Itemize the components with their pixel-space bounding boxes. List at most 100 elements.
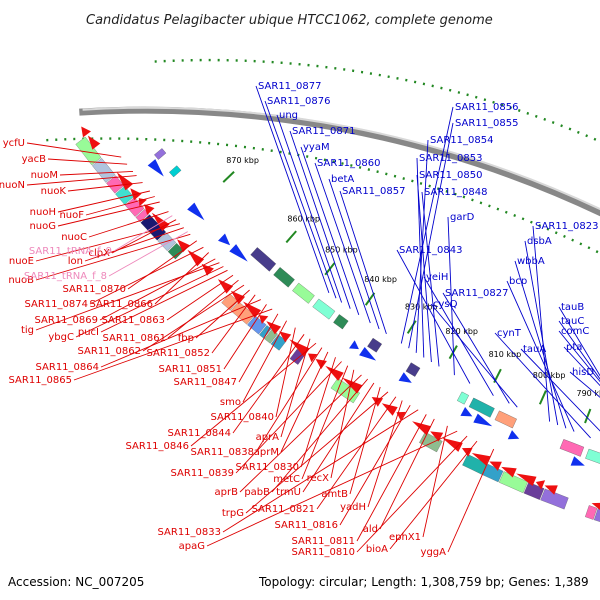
forward-gene-leader bbox=[300, 146, 360, 316]
forward-cog-block bbox=[468, 397, 495, 418]
reverse-gene-leader bbox=[142, 284, 245, 352]
reverse-gene-label: aprB bbox=[215, 487, 239, 498]
reverse-gene-leader bbox=[84, 227, 184, 262]
forward-gene-leader bbox=[430, 303, 518, 408]
reverse-gene-label: SAR11_0838 bbox=[191, 447, 255, 458]
tick-label: 870 kbp bbox=[226, 156, 259, 165]
reverse-gene-leader bbox=[89, 246, 204, 305]
forward-gene-label: ung bbox=[279, 110, 298, 121]
reverse-gene-leader bbox=[85, 196, 155, 216]
forward-gene-leader bbox=[421, 191, 440, 367]
reverse-gene-label: yggA bbox=[421, 547, 447, 558]
forward-gene-label: SAR11_0871 bbox=[292, 126, 356, 137]
reverse-gene-leader bbox=[245, 391, 389, 514]
reverse-gene-leader bbox=[300, 357, 336, 468]
rna-gene-label: SAR11_tRNA_f_8 bbox=[24, 271, 107, 282]
accession-text: Accession: NC_007205 bbox=[8, 575, 144, 589]
reverse-gene-leader bbox=[206, 430, 458, 547]
tick-label: 830 kbp bbox=[405, 302, 438, 311]
forward-gene-arrow bbox=[460, 407, 473, 417]
forward-gene-label: hisD bbox=[572, 367, 594, 378]
forward-cog-block bbox=[169, 165, 182, 178]
forward-gene-label: SAR11_0848 bbox=[424, 187, 488, 198]
label-leader-lines bbox=[26, 85, 600, 553]
rna-gene-leader bbox=[113, 215, 173, 252]
reverse-gene-label: pabB bbox=[244, 487, 270, 498]
cog-block bbox=[157, 232, 177, 252]
reverse-gene-arrow bbox=[371, 397, 384, 407]
reverse-gene-leader bbox=[447, 448, 495, 553]
position-ticks: 870 kbp 860 kbp 850 kbp 840 kbp 830 kbp 820 k… bbox=[39, 58, 600, 424]
reverse-gene-leader bbox=[154, 252, 210, 305]
forward-cog-block bbox=[292, 282, 315, 304]
reverse-gene-label: SAR11_0816 bbox=[275, 520, 339, 531]
forward-gene-leader bbox=[328, 178, 380, 330]
forward-gene-arrow bbox=[359, 347, 377, 361]
reverse-gene-arrow bbox=[259, 315, 269, 324]
reverse-gene-arrow bbox=[430, 431, 444, 442]
reverse-gene-arrow bbox=[279, 331, 292, 343]
reverse-gene-leader bbox=[100, 269, 228, 333]
reverse-gene-leader bbox=[35, 262, 220, 331]
reverse-gene-label: SAR11_0870 bbox=[63, 284, 127, 295]
forward-gene-arrow bbox=[570, 456, 585, 466]
rna-gene-label: SAR11_tRNA_f_9 bbox=[29, 246, 112, 257]
forward-gene-label: SAR11_0860 bbox=[317, 158, 381, 169]
reverse-gene-label: nuoN bbox=[0, 180, 25, 191]
forward-gene-arrow bbox=[398, 372, 412, 383]
reverse-gene-label: recX bbox=[307, 473, 330, 484]
forward-gene-arrow bbox=[349, 340, 359, 350]
reverse-gene-leader bbox=[88, 211, 169, 238]
reverse-gene-label: smo bbox=[220, 397, 241, 408]
tick-mark bbox=[285, 230, 297, 244]
reverse-gene-leader bbox=[235, 361, 342, 474]
reverse-gene-label: fbp bbox=[178, 333, 194, 344]
forward-gene-label: SAR11_0827 bbox=[445, 288, 509, 299]
forward-gene-arrow bbox=[229, 244, 248, 262]
forward-gene-leader bbox=[506, 280, 575, 432]
reverse-gene-label: SAR11_0862 bbox=[78, 346, 142, 357]
reverse-gene-label: ycfU bbox=[3, 138, 25, 149]
forward-cog-block bbox=[333, 314, 349, 330]
reverse-gene-label: nuoF bbox=[59, 210, 84, 221]
forward-gene-leader bbox=[569, 371, 600, 398]
reverse-gene-arrow bbox=[489, 461, 502, 471]
reverse-gene-arrow bbox=[381, 403, 398, 416]
forward-gene-leader bbox=[558, 306, 600, 377]
forward-gene-label: betA bbox=[331, 174, 354, 185]
reverse-gene-label: clpX bbox=[89, 248, 111, 259]
reverse-gene-leader bbox=[73, 308, 273, 381]
reverse-gene-label: ephX1 bbox=[389, 532, 421, 543]
forward-gene-label: tauC bbox=[561, 316, 584, 327]
reverse-gene-leader bbox=[356, 435, 468, 553]
reverse-gene-leader bbox=[127, 240, 198, 290]
forward-gene-leader bbox=[339, 190, 387, 335]
reverse-gene-label: apaG bbox=[179, 541, 205, 552]
forward-cog-block bbox=[456, 391, 470, 405]
forward-gene-label: bcp bbox=[509, 276, 527, 287]
rna-gene-leader bbox=[108, 231, 188, 277]
ruler-outer bbox=[39, 137, 600, 255]
forward-gene-label: SAR11_0855 bbox=[455, 118, 519, 129]
reverse-gene-label: ybgC bbox=[48, 332, 74, 343]
forward-gene-leader bbox=[396, 249, 471, 384]
reverse-gene-leader bbox=[389, 440, 478, 550]
reverse-gene-leader bbox=[75, 266, 224, 338]
reverse-gene-leader bbox=[379, 418, 435, 530]
reverse-gene-leader bbox=[99, 258, 216, 321]
forward-cog-block bbox=[559, 439, 585, 457]
reverse-gene-leader bbox=[330, 369, 355, 479]
tick-mark bbox=[222, 171, 235, 183]
tick-mark bbox=[538, 390, 547, 405]
forward-gene-label: SAR11_0850 bbox=[419, 170, 483, 181]
forward-gene-leader bbox=[264, 100, 337, 299]
forward-gene-label: SAR11_0854 bbox=[430, 135, 494, 146]
reverse-gene-leader bbox=[166, 274, 234, 321]
backbone-ring bbox=[79, 106, 600, 217]
forward-gene-label: yyaM bbox=[303, 142, 330, 153]
reverse-gene-label: SAR11_0874 bbox=[25, 299, 89, 310]
reverse-gene-arrow bbox=[544, 485, 558, 495]
reverse-gene-label: amtB bbox=[321, 489, 348, 500]
reverse-gene-leader bbox=[35, 233, 191, 281]
forward-gene-arrow bbox=[147, 159, 164, 177]
